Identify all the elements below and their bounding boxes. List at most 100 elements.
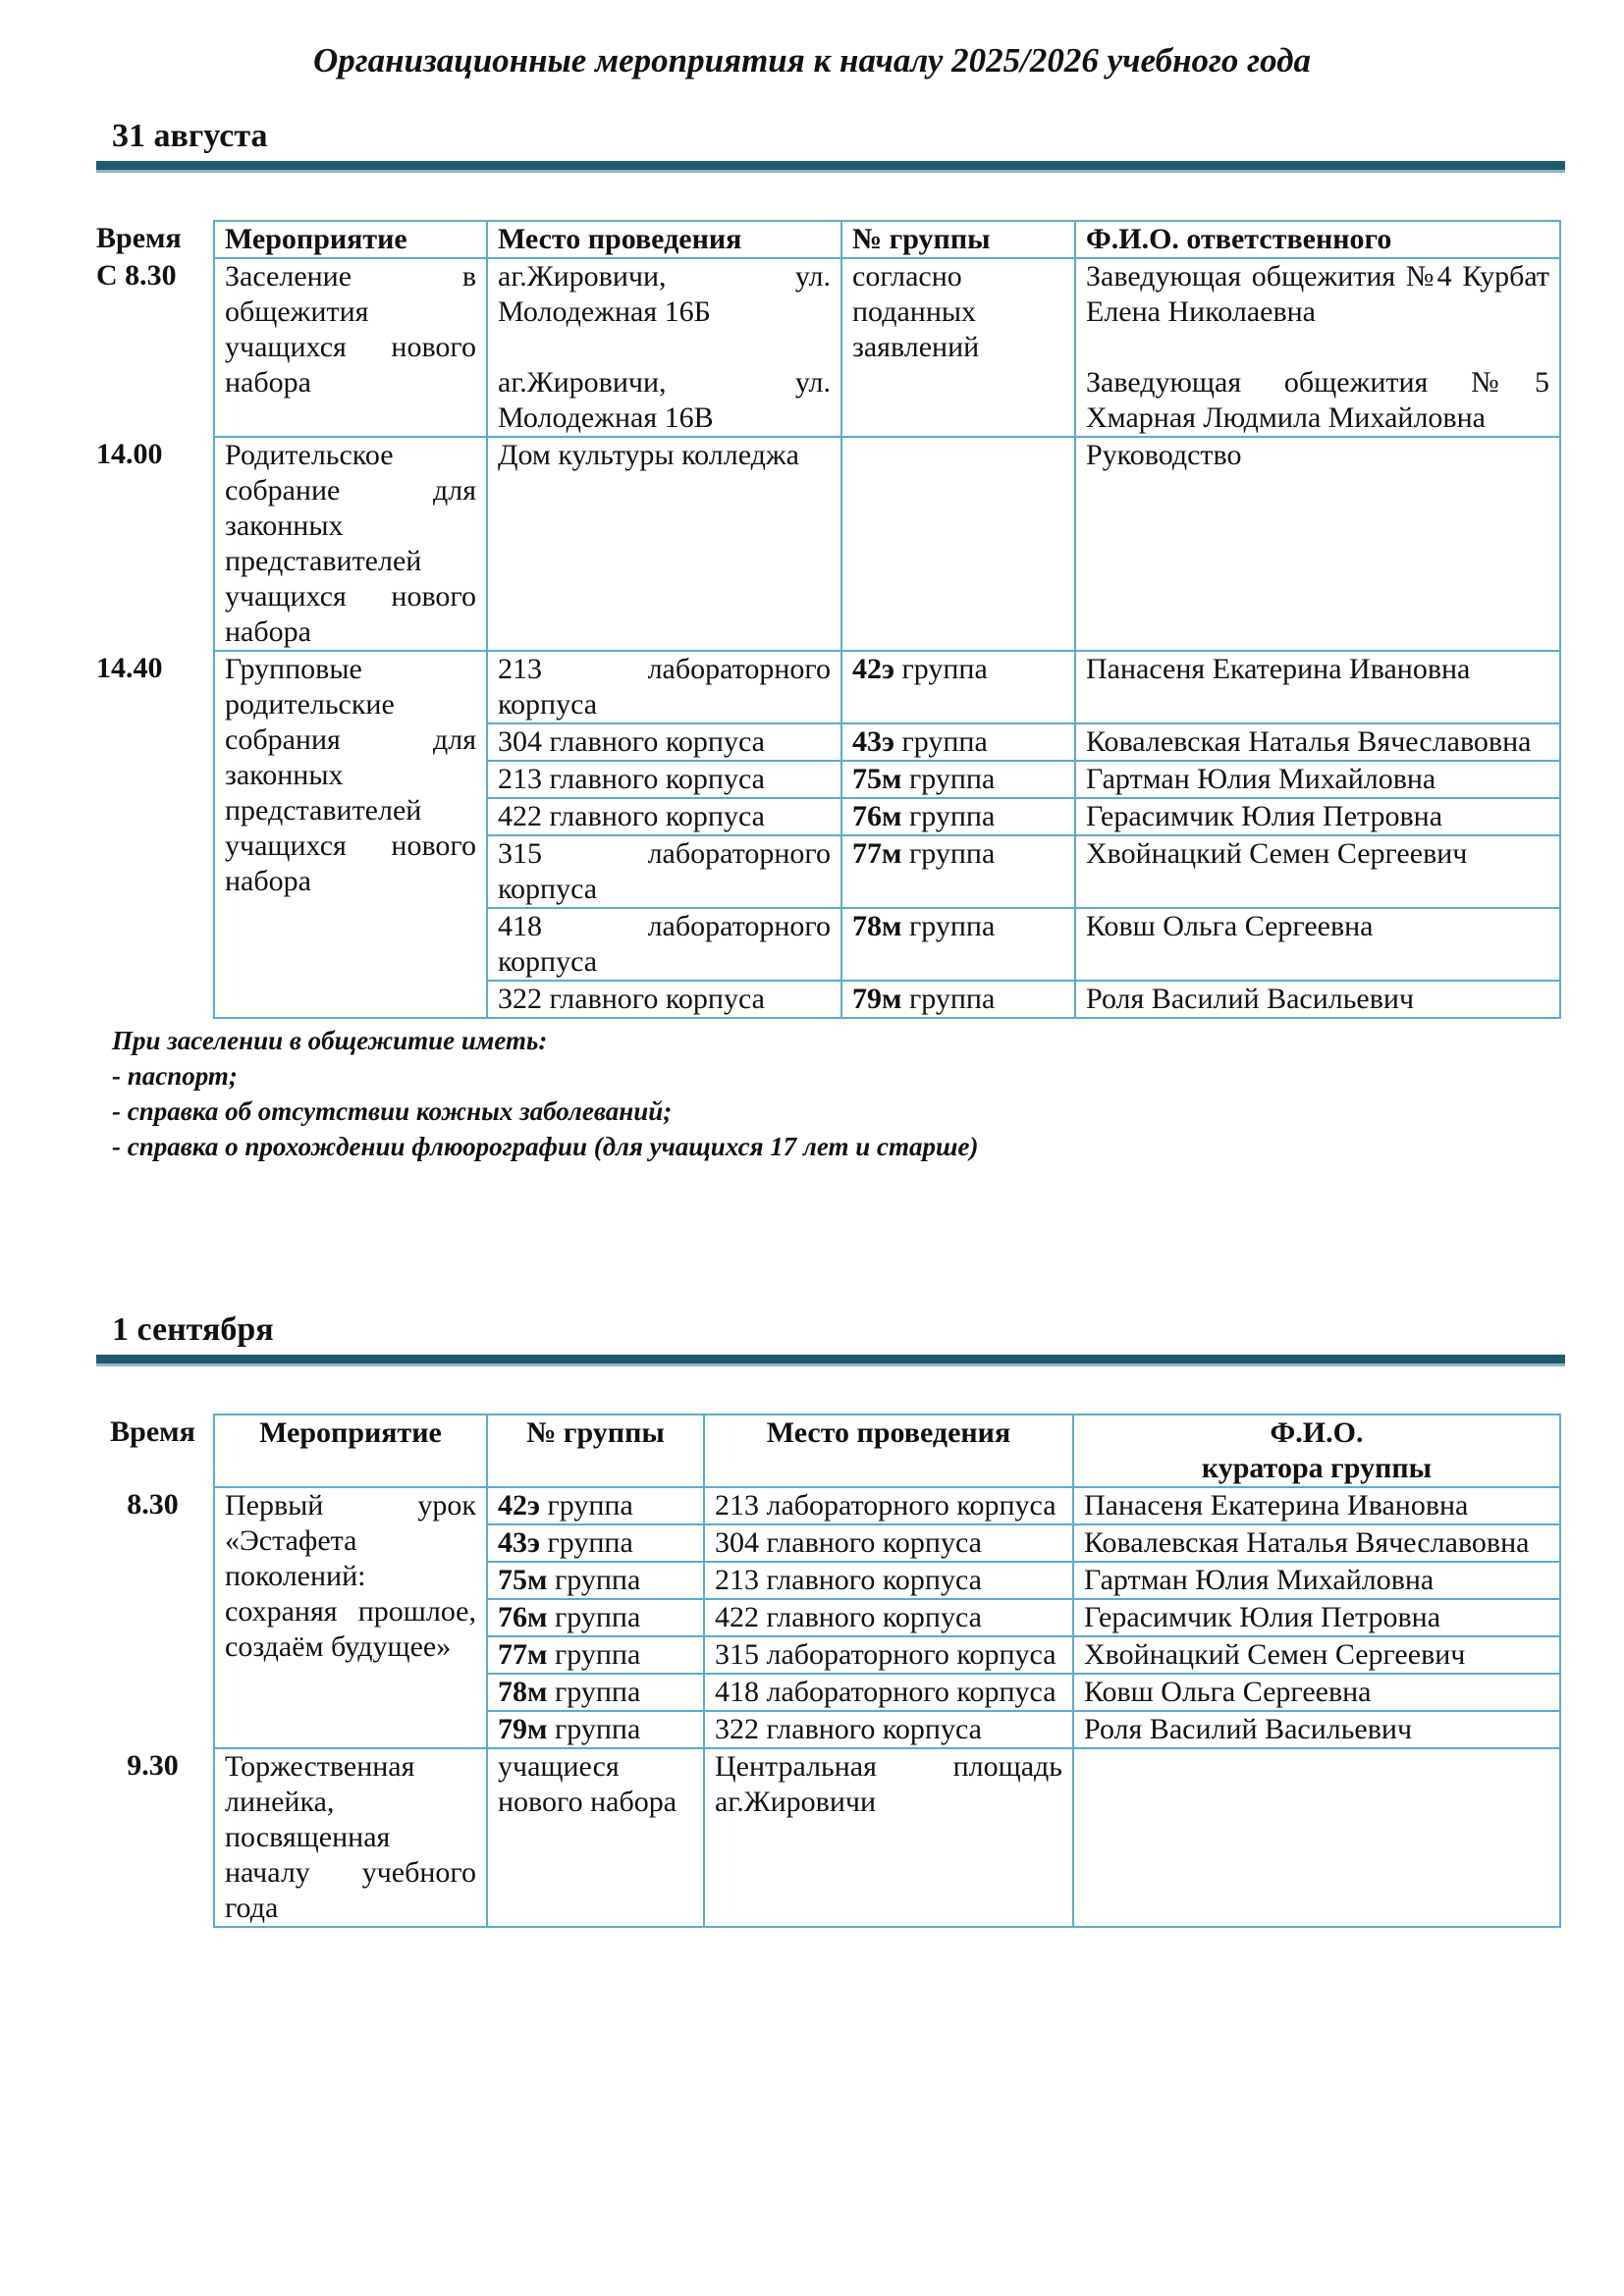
section: 1 сентября Время Мероприятие № группы Место … [96,1309,1565,1928]
group-code: 43э [498,1526,540,1559]
group-label: группа [554,1638,641,1671]
header-cell: Мероприятие [213,1414,488,1488]
group-code: 43э [852,725,894,758]
table-row: С 8.30 Заселение в общежития учащихся нов… [96,257,1561,438]
person-cell: Ковалевская Наталья Вячеславовна [1072,1523,1561,1563]
group-label: группа [908,910,996,942]
section-date: 1 сентября [112,1311,274,1348]
group-cell: 43э группа [486,1523,705,1563]
group-cell: 43э группа [840,722,1076,762]
group-cell: 75м группа [840,760,1076,799]
group-cell: 76м группа [840,797,1076,836]
notes-item: - справка о прохождении флюорографии (дл… [112,1132,979,1161]
place-cell: 213 лабораторного корпуса [486,650,842,724]
group-code: 79м [852,983,902,1015]
group-cell: 42э группа [486,1486,705,1525]
header-cell: Ф.И.О. куратора группы [1072,1414,1561,1488]
group-code: 78м [498,1676,548,1708]
group-cell: учащиеся нового набора [486,1747,705,1928]
place-cell: 422 главного корпуса [703,1598,1074,1637]
text-line: аг.Жировичи, ул. Молодежная 16В [498,366,831,434]
time-cell: 9.30 [127,1749,179,1782]
group-code: 77м [498,1638,548,1671]
table-row: 8.30 Первый урок «Эстафета поколений: сох… [96,1486,1561,1749]
event-cell: Торжественная линейка, посвященная начал… [213,1747,488,1928]
divider [96,161,1565,173]
place-cell: 213 главного корпуса [703,1561,1074,1600]
section: 31 августа Время Мероприятие Место проведен… [96,116,1565,1164]
person-cell: Заведующая общежития №4 Курбат Елена Ник… [1074,257,1561,438]
group-cell: 79м группа [486,1710,705,1749]
place-cell: 304 главного корпуса [486,722,842,762]
table-row: 79м группа 322 главного корпуса Роля Васил… [96,1710,1561,1749]
header-cell: Место проведения [703,1414,1074,1488]
place-cell: Дом культуры колледжа [486,436,842,652]
group-label: группа [547,1526,633,1559]
text-line: Заведующая общежития №5 Хмарная Людмила … [1086,366,1549,434]
group-code: 75м [852,763,902,795]
group-code: 42э [498,1489,540,1522]
time-cell: 14.40 [96,652,163,684]
header-cell: Место проведения [486,220,842,259]
notes-item: - паспорт; [112,1061,238,1091]
group-cell: 77м группа [486,1635,705,1675]
group-label: группа [554,1601,641,1633]
table-row: 14.00 Родительское собрание для законных … [96,436,1561,652]
group-cell: согласно поданных заявлений [840,257,1076,438]
group-label: группа [554,1676,641,1708]
place-cell: 315 лабораторного корпуса [703,1635,1074,1675]
place-cell: 322 главного корпуса [703,1710,1074,1749]
person-cell: Ковалевская Наталья Вячеславовна [1074,722,1561,762]
table-row: 78м группа 418 лабораторного корпуса Ковш … [96,1673,1561,1712]
place-cell: аг.Жировичи, ул. Молодежная 16Б аг.Жирови… [486,257,842,438]
person-cell: Роля Василий Васильевич [1072,1710,1561,1749]
person-cell: Панасеня Екатерина Ивановна [1074,650,1561,724]
divider [96,1355,1565,1366]
notes-item: - справка об отсутствии кожных заболеван… [112,1096,673,1126]
place-cell: 213 главного корпуса [486,760,842,799]
time-cell: 14.00 [96,438,163,470]
header-cell: Ф.И.О. ответственного [1074,220,1561,259]
time-cell: 8.30 [127,1488,179,1521]
table-row: 43э группа 304 главного корпуса Ковалевска… [96,1523,1561,1563]
group-label: группа [901,653,988,685]
person-cell [1072,1747,1561,1928]
header-cell: № группы [486,1414,705,1488]
person-cell: Хвойнацкий Семен Сергеевич [1072,1635,1561,1675]
person-cell: Роля Василий Васильевич [1074,980,1561,1019]
group-label: группа [901,725,988,758]
event-cell: Заселение в общежития учащихся нового на… [213,257,488,438]
table-row: 315 лабораторного корпуса 77м группа Хвойн… [96,834,1561,909]
group-code: 76м [498,1601,548,1633]
group-label: группа [908,800,996,832]
group-cell: 76м группа [486,1598,705,1637]
header-row: Время Мероприятие № группы Место проведения… [96,1414,1561,1488]
group-label: группа [908,763,996,795]
table-row: 418 лабораторного корпуса 78м группа Ковш … [96,907,1561,982]
table-row: 322 главного корпуса 79м группа Роля Васил… [96,980,1561,1019]
table-row: 77м группа 315 лабораторного корпуса Хвойн… [96,1635,1561,1675]
person-cell: Гартман Юлия Михайловна [1072,1561,1561,1600]
event-cell: Групповые родительские собрания для зако… [213,650,488,1019]
group-label: группа [908,837,996,870]
group-label: группа [554,1564,641,1596]
group-label: группа [908,983,996,1015]
header-row: Время Мероприятие Место проведения № группы… [96,220,1561,259]
header-cell: № группы [840,220,1076,259]
schedule-table: Время Мероприятие № группы Место проведения… [96,1414,1561,1928]
place-cell: Центральная площадь аг.Жировичи [703,1747,1074,1928]
notes-heading: При заселении в общежитие иметь: [112,1026,548,1055]
group-cell: 79м группа [840,980,1076,1019]
schedule-table: Время Мероприятие Место проведения № группы… [96,220,1561,1019]
group-code: 79м [498,1713,548,1745]
place-cell: 418 лабораторного корпуса [486,907,842,982]
place-cell: 304 главного корпуса [703,1523,1074,1563]
place-cell: 322 главного корпуса [486,980,842,1019]
table-row: 9.30 Торжественная линейка, посвященная н… [96,1747,1561,1928]
table-row: 75м группа 213 главного корпуса Гартман Юл… [96,1561,1561,1600]
header-cell: Мероприятие [213,220,488,259]
notes: При заселении в общежитие иметь: - паспор… [112,1023,1565,1164]
person-cell: Гартман Юлия Михайловна [1074,760,1561,799]
time-cell: С 8.30 [96,259,177,292]
